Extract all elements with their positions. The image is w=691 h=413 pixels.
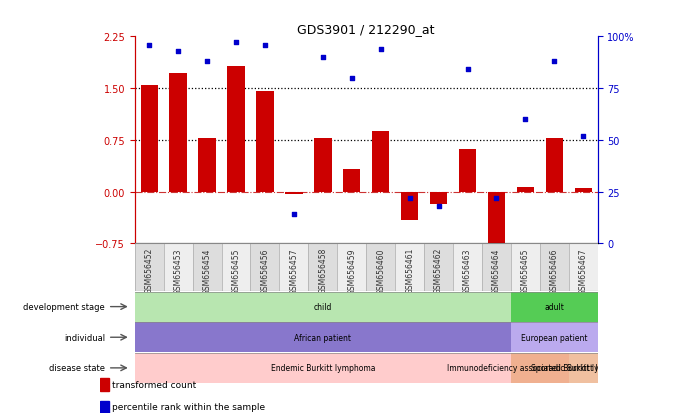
Bar (250, 244, 279, 291)
Bar (100, 401, 109, 413)
Text: Endemic Burkitt lymphoma: Endemic Burkitt lymphoma (271, 363, 375, 373)
Point (433, 203, 444, 210)
Text: percentile rank within the sample: percentile rank within the sample (112, 402, 265, 411)
Point (259, 42, 270, 49)
Point (404, 195, 415, 202)
Text: GSM656461: GSM656461 (405, 247, 414, 294)
Text: GSM656465: GSM656465 (521, 247, 530, 294)
Bar (395, 244, 424, 291)
Bar (227, 67, 245, 192)
Bar (569, 244, 598, 291)
Bar (343, 169, 361, 192)
Text: GSM656466: GSM656466 (550, 247, 559, 294)
Point (549, 59, 560, 65)
Text: Immunodeficiency associated Burkitt lymphoma: Immunodeficiency associated Burkitt lymp… (447, 363, 632, 373)
Bar (135, 292, 511, 322)
Bar (511, 244, 540, 291)
Bar (164, 244, 193, 291)
Bar (511, 323, 598, 352)
Bar (459, 150, 476, 192)
Point (491, 195, 502, 202)
Bar (453, 244, 482, 291)
Bar (285, 192, 303, 194)
Text: GSM656457: GSM656457 (290, 247, 299, 294)
Text: Sporadic Burkitt lymphoma: Sporadic Burkitt lymphoma (531, 363, 636, 373)
Bar (140, 85, 158, 192)
Text: transformed count: transformed count (112, 380, 196, 389)
Bar (135, 244, 164, 291)
Point (578, 133, 589, 140)
Text: GSM656456: GSM656456 (261, 247, 269, 294)
Bar (482, 244, 511, 291)
Text: GSM656459: GSM656459 (348, 247, 357, 294)
Point (173, 48, 184, 55)
Bar (540, 244, 569, 291)
Bar (488, 192, 505, 247)
Bar (430, 192, 447, 204)
Text: GSM656452: GSM656452 (144, 247, 153, 294)
Text: GSM656460: GSM656460 (376, 247, 385, 294)
Text: GSM656455: GSM656455 (231, 247, 240, 294)
Bar (424, 244, 453, 291)
Bar (366, 244, 395, 291)
Bar (198, 138, 216, 192)
Bar (401, 192, 418, 221)
Bar (193, 244, 222, 291)
Text: GSM656453: GSM656453 (173, 247, 182, 294)
Text: GSM656458: GSM656458 (319, 247, 328, 294)
Text: adult: adult (545, 302, 565, 311)
Text: European patient: European patient (521, 333, 587, 342)
Bar (314, 138, 332, 192)
Bar (511, 292, 598, 322)
Bar (337, 244, 366, 291)
Text: disease state: disease state (49, 363, 105, 373)
Bar (517, 188, 534, 192)
Point (317, 55, 328, 61)
Point (462, 67, 473, 74)
Text: GSM656464: GSM656464 (492, 247, 501, 294)
Text: individual: individual (64, 333, 105, 342)
Bar (222, 244, 250, 291)
Text: GSM656462: GSM656462 (434, 247, 443, 294)
Text: development stage: development stage (23, 302, 105, 311)
Point (375, 46, 386, 53)
Point (202, 59, 213, 65)
Bar (372, 131, 389, 192)
Bar (135, 323, 511, 352)
Bar (308, 244, 337, 291)
Text: GSM656454: GSM656454 (202, 247, 211, 294)
Text: African patient: African patient (294, 333, 351, 342)
Bar (546, 138, 563, 192)
Bar (574, 189, 592, 192)
Bar (279, 244, 308, 291)
Bar (511, 353, 569, 383)
Point (346, 75, 357, 82)
Bar (100, 378, 109, 391)
Bar (256, 92, 274, 192)
Text: GSM656463: GSM656463 (463, 247, 472, 294)
Point (288, 211, 299, 218)
Point (520, 116, 531, 123)
Point (231, 40, 242, 47)
Text: GSM656467: GSM656467 (579, 247, 588, 294)
Bar (169, 74, 187, 192)
Text: child: child (314, 302, 332, 311)
Point (144, 42, 155, 49)
Bar (569, 353, 598, 383)
Bar (135, 353, 511, 383)
Title: GDS3901 / 212290_at: GDS3901 / 212290_at (298, 23, 435, 36)
